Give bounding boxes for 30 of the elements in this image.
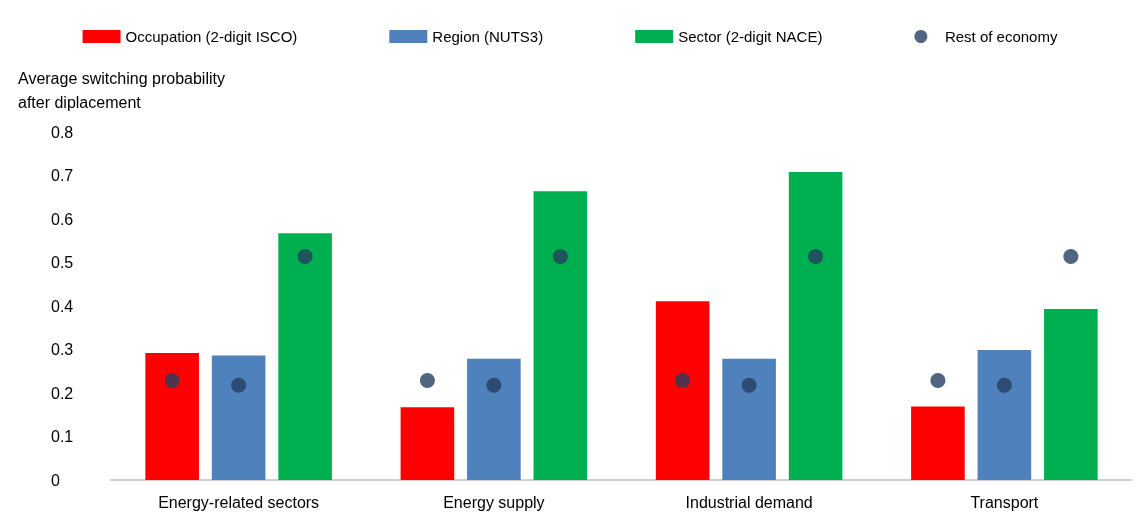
y-tick-label: 0 [51, 471, 60, 489]
bar [788, 172, 843, 480]
x-tick-label: Industrial demand [685, 493, 813, 511]
bar [655, 301, 710, 480]
y-tick-label: 0.8 [51, 123, 74, 141]
legend-label: Rest of economy [944, 28, 1058, 45]
bar [911, 406, 965, 480]
bar [211, 355, 266, 480]
y-tick-label: 0.2 [51, 384, 74, 402]
y-tick-label: 0.1 [51, 428, 74, 445]
bar [722, 358, 776, 480]
legend-label: Sector (2-digit NACE) [678, 28, 823, 45]
y-axis-title: Average switching probability after diplacement [18, 69, 230, 111]
legend-label: Occupation (2-digit ISCO) [125, 28, 298, 45]
legend-label: Region (NUTS3) [432, 28, 544, 45]
y-tick-label: 0.4 [51, 297, 74, 315]
bar [400, 407, 455, 480]
y-tick-label: 0.3 [51, 341, 74, 358]
x-tick-label: Energy supply [443, 493, 545, 511]
bar [977, 349, 1032, 480]
y-tick-label: 0.7 [51, 167, 74, 184]
x-tick-label: Transport [970, 493, 1039, 511]
bar [467, 358, 521, 480]
y-tick-label: 0.5 [51, 254, 74, 271]
bar [533, 191, 588, 480]
bar [278, 233, 332, 480]
bar [145, 352, 199, 480]
x-tick-label: Energy-related sectors [158, 493, 320, 511]
y-tick-label: 0.6 [51, 210, 74, 228]
bar [1044, 309, 1098, 480]
